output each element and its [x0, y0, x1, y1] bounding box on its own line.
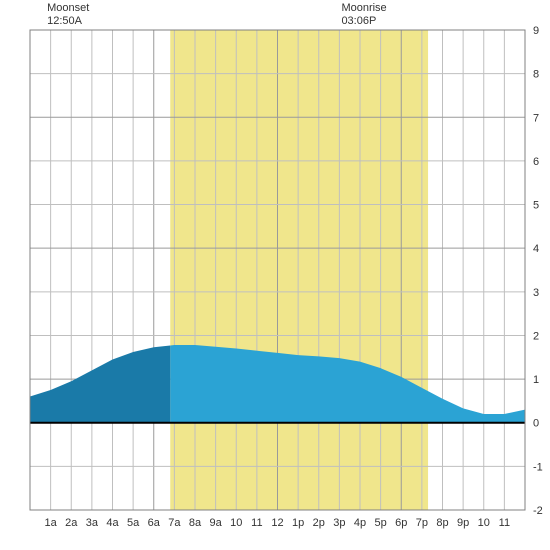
x-tick-label: 7p: [416, 517, 428, 529]
moonrise-time: 03:06P: [341, 15, 386, 28]
x-tick-label: 10: [478, 517, 490, 529]
moonset-title: Moonset: [47, 2, 89, 15]
y-tick-label: 2: [533, 330, 539, 342]
y-axis-labels: -2 -1 0 1 2 3 4 5 6 7 8 9: [533, 25, 543, 517]
x-tick-label: 3p: [333, 517, 345, 529]
x-tick-label: 2p: [313, 517, 325, 529]
x-tick-label: 12: [271, 517, 283, 529]
y-tick-label: 3: [533, 287, 539, 299]
y-tick-label: 9: [533, 25, 539, 37]
moonset-label: Moonset 12:50A: [47, 2, 89, 28]
y-tick-label: -2: [533, 505, 543, 517]
moonrise-title: Moonrise: [341, 2, 386, 15]
x-tick-label: 8a: [189, 517, 202, 529]
y-tick-label: 5: [533, 200, 539, 212]
x-tick-label: 5a: [127, 517, 140, 529]
x-tick-label: 8p: [436, 517, 448, 529]
x-tick-label: 1p: [292, 517, 304, 529]
x-tick-label: 5p: [375, 517, 387, 529]
x-tick-label: 6a: [148, 517, 161, 529]
daylight-band: [170, 30, 428, 510]
moonset-time: 12:50A: [47, 15, 89, 28]
x-tick-label: 7a: [168, 517, 181, 529]
x-tick-label: 4a: [106, 517, 119, 529]
chart-svg: -2-101234567891a2a3a4a5a6a7a8a9a1011121p…: [0, 0, 550, 550]
y-tick-label: 4: [533, 243, 539, 255]
x-tick-label: 1a: [45, 517, 58, 529]
x-tick-label: 9p: [457, 517, 469, 529]
moonrise-label: Moonrise 03:06P: [341, 2, 386, 28]
y-tick-label: 6: [533, 156, 539, 168]
y-tick-label: -1: [533, 461, 543, 473]
y-tick-label: 8: [533, 69, 539, 81]
y-tick-label: 7: [533, 112, 539, 124]
y-tick-label: 0: [533, 418, 539, 430]
x-tick-label: 11: [251, 517, 262, 529]
x-tick-label: 10: [230, 517, 242, 529]
y-tick-label: 1: [533, 374, 539, 386]
x-tick-label: 3a: [86, 517, 99, 529]
x-axis-labels: 1a 2a 3a 4a 5a 6a 7a 8a 9a 10 11 12 1p 2p 3p 4p 5p 6p 7p 8p…: [45, 517, 511, 529]
x-tick-label: 6p: [395, 517, 407, 529]
x-tick-label: 11: [499, 517, 510, 529]
x-tick-label: 9a: [210, 517, 223, 529]
x-tick-label: 2a: [65, 517, 78, 529]
x-tick-label: 4p: [354, 517, 366, 529]
tide-chart: -2-101234567891a2a3a4a5a6a7a8a9a1011121p…: [0, 0, 550, 550]
